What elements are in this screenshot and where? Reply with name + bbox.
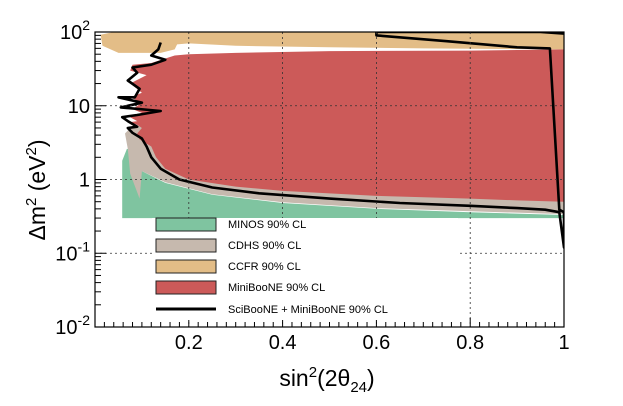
legend-swatch-minos: [155, 217, 217, 232]
y-tick-label: 10-2: [55, 312, 90, 339]
exclusion-regions: [100, 32, 564, 249]
legend-label-miniboone: MiniBooNE 90% CL: [228, 282, 325, 294]
legend-swatch-ccfr: [155, 259, 217, 274]
axis-ticks: [94, 34, 565, 328]
legend-label-cdhs: CDHS 90% CL: [228, 240, 301, 252]
legend-label-ccfr: CCFR 90% CL: [228, 261, 301, 273]
y-tick-label: 10-1: [55, 238, 90, 265]
legend-swatch-miniboone: [155, 280, 217, 295]
x-axis-title: sin2(2θ24): [279, 364, 374, 396]
y-tick-label: 1: [79, 170, 90, 192]
x-tick-labels: 0.2 0.4 0.6 0.8 1: [175, 332, 570, 354]
contour-sciboone: [117, 32, 564, 249]
y-tick-labels: 10-2 10-1 1 10 102: [55, 17, 90, 339]
region-minos: [122, 148, 564, 219]
legend-swatch-cdhs: [155, 238, 217, 253]
x-tick-label: 0.8: [456, 332, 484, 354]
y-axis-title: Δm2 (eV2): [23, 139, 50, 240]
y-tick-label: 102: [60, 17, 90, 44]
region-miniboone: [130, 49, 564, 202]
legend: MINOS 90% CL CDHS 90% CL CCFR 90% CL MiniBo…: [152, 217, 458, 320]
x-tick-label: 0.6: [362, 332, 390, 354]
x-tick-label: 0.2: [175, 332, 203, 354]
y-tick-label: 10: [68, 96, 90, 118]
legend-label-sciboone: SciBooNE + MiniBooNE 90% CL: [228, 304, 388, 316]
x-tick-label: 1: [558, 332, 569, 354]
legend-label-minos: MINOS 90% CL: [228, 219, 306, 231]
region-ccfr: [100, 32, 564, 53]
x-tick-label: 0.4: [269, 332, 297, 354]
